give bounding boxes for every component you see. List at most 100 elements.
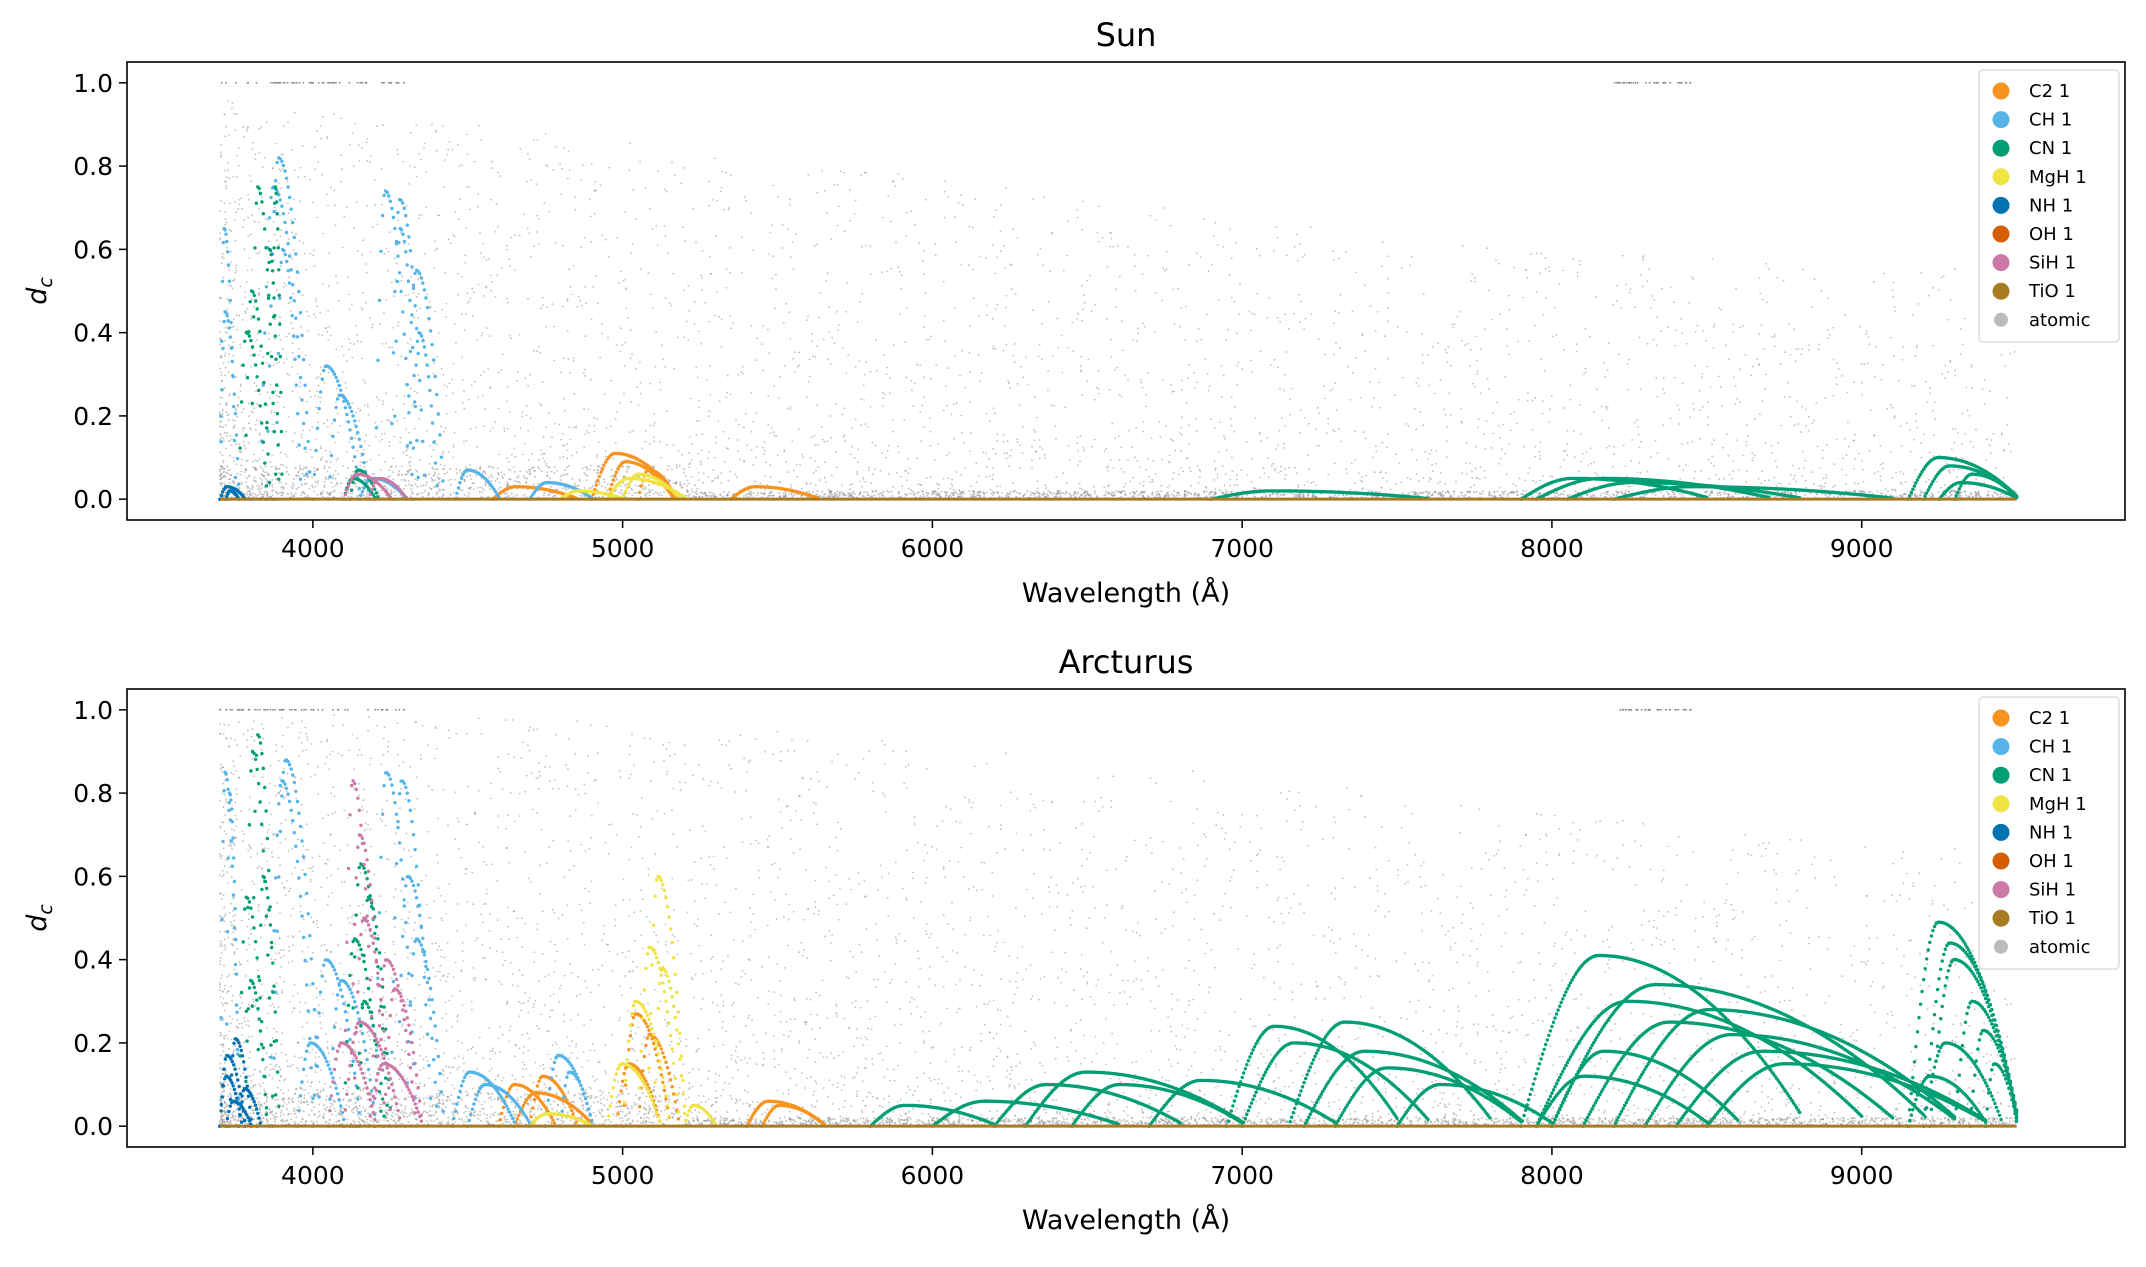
atomic-point (330, 491, 333, 494)
atomic-point (481, 332, 484, 334)
atomic-point (323, 422, 325, 425)
atomic-point (896, 472, 898, 474)
atomic-point (1432, 470, 1434, 473)
atomic-point (315, 300, 317, 303)
atomic-point (433, 267, 436, 269)
atomic-point (727, 207, 730, 209)
atomic-point (1213, 495, 1215, 497)
atomic-point (1262, 467, 1265, 470)
atomic-point (651, 489, 653, 492)
atomic-point (593, 469, 595, 472)
atomic-point (911, 389, 913, 392)
atomic-point (1848, 490, 1851, 493)
atomic-point (476, 446, 478, 448)
atomic-point (223, 180, 226, 183)
atomic-point (324, 327, 327, 330)
atomic-point (953, 403, 955, 406)
atomic-point (339, 424, 341, 427)
atomic-point (1016, 383, 1019, 385)
atomic-point (1142, 484, 1145, 487)
atomic-point (1112, 467, 1115, 469)
atomic-point (366, 205, 368, 207)
atomic-point (1933, 434, 1935, 436)
atomic-point (1758, 277, 1761, 279)
atomic-point (1134, 265, 1136, 267)
atomic-point (1681, 332, 1683, 335)
atomic-point (594, 189, 597, 192)
atomic-point (219, 425, 221, 427)
atomic-point (1636, 419, 1639, 422)
atomic-point (961, 350, 963, 352)
atomic-point (364, 263, 367, 265)
atomic-point (230, 285, 233, 287)
atomic-point (306, 330, 309, 332)
atomic-point (668, 302, 671, 305)
atomic-point (1825, 444, 1828, 446)
atomic-point (311, 456, 313, 458)
atomic-point (770, 427, 773, 430)
atomic-point (1681, 443, 1683, 445)
atomic-point (1094, 492, 1097, 494)
atomic-point (340, 180, 342, 183)
atomic-point (378, 454, 380, 457)
atomic-point (554, 145, 557, 148)
atomic-point (1260, 440, 1262, 442)
atomic-point (327, 285, 330, 288)
atomic-point (1613, 445, 1615, 448)
atomic-point (396, 148, 399, 151)
atomic-point (669, 479, 672, 482)
atomic-point (415, 295, 418, 298)
atomic-point (1932, 287, 1934, 289)
atomic-point (625, 287, 627, 290)
atomic-point (1202, 218, 1205, 221)
atomic-point (516, 380, 519, 382)
atomic-point (1229, 478, 1232, 481)
atomic-point (858, 360, 861, 363)
atomic-point (355, 201, 358, 204)
atomic-point (1619, 491, 1621, 493)
atomic-point (2007, 443, 2010, 445)
atomic-point (943, 216, 946, 219)
atomic-point (527, 459, 530, 461)
atomic-point (310, 395, 312, 398)
atomic-point (308, 390, 311, 393)
atomic-point (1883, 272, 1885, 275)
atomic-point (1915, 412, 1918, 415)
atomic-point (821, 170, 823, 172)
atomic-point (305, 268, 308, 271)
atomic-point (1789, 473, 1792, 476)
atomic-point (1118, 393, 1121, 396)
atomic-point (246, 491, 249, 494)
atomic-point (1113, 491, 1116, 494)
atomic-point (266, 362, 268, 364)
atomic-point (1782, 279, 1785, 282)
atomic-point (1389, 488, 1392, 491)
atomic-point (1417, 377, 1420, 380)
atomic-point (264, 217, 267, 220)
atomic-point (539, 351, 542, 354)
atomic-point (741, 271, 743, 274)
atomic-point (887, 472, 890, 475)
atomic-point (709, 365, 711, 367)
atomic-point (301, 468, 304, 471)
atomic-point (1569, 384, 1572, 387)
atomic-point (468, 186, 470, 188)
atomic-point (239, 343, 241, 346)
atomic-point (231, 280, 234, 282)
atomic-point (1527, 392, 1529, 395)
atomic-point (1428, 480, 1431, 483)
atomic-point (923, 495, 926, 498)
atomic-point (1922, 433, 1925, 436)
atomic-point (878, 495, 881, 497)
atomic-point (647, 272, 650, 274)
atomic-point (781, 223, 784, 226)
atomic-point (644, 186, 647, 189)
atomic-point (398, 470, 401, 473)
atomic-point (1813, 483, 1815, 486)
atomic-point (1040, 322, 1043, 325)
atomic-point (664, 366, 667, 368)
atomic-point (244, 291, 247, 294)
atomic-point (1504, 375, 1507, 378)
atomic-point (1036, 480, 1039, 483)
atomic-point (774, 307, 776, 310)
